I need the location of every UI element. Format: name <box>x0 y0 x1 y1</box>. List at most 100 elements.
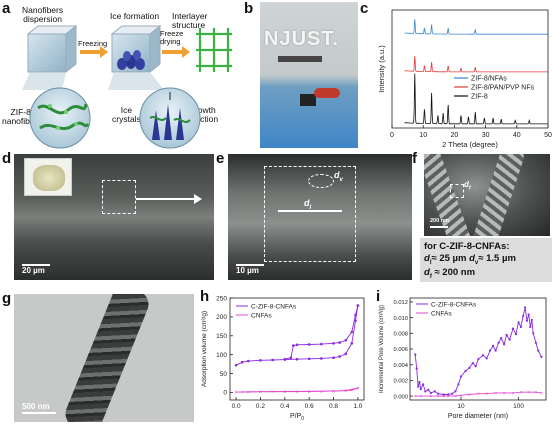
zif-nanofiber-closeup <box>29 87 91 149</box>
pore-point <box>511 327 515 330</box>
isotherm-point: × <box>296 390 299 396</box>
pore-point: × <box>454 394 457 400</box>
scale-label-f: 200 nm <box>430 218 449 224</box>
xrd-series-2 <box>404 73 548 125</box>
pore-point: × <box>460 393 463 399</box>
freezing-arrow-icon <box>80 46 108 58</box>
pore-point: × <box>429 394 432 400</box>
isotherm-point: × <box>308 389 311 395</box>
growth-direction-label: Growth direction <box>186 105 219 124</box>
photo-aerogel-on-flower: NJUST. <box>260 2 358 148</box>
panel-label-a: a <box>2 0 11 17</box>
isotherm-point: × <box>356 386 359 392</box>
panel-label-b: b <box>244 0 254 17</box>
x-tick-label: 50 <box>544 132 552 139</box>
scale-label-g: 500 nm <box>22 402 50 411</box>
pore-point <box>450 392 454 395</box>
x-tick-label: 0.0 <box>232 403 241 410</box>
x-tick-label: 0.8 <box>329 403 338 410</box>
pore-point <box>459 375 463 378</box>
pore-point: × <box>468 393 471 399</box>
isotherm-point <box>350 330 354 334</box>
pore-point <box>436 392 440 395</box>
isotherm-point <box>246 359 250 363</box>
dl-arrow <box>278 210 342 212</box>
pore-point <box>429 391 433 395</box>
isotherm-point <box>344 352 348 356</box>
pore-point <box>494 349 497 352</box>
isotherm-point <box>320 357 323 360</box>
freeze-drying-arrow-icon <box>162 46 190 58</box>
pore-point: × <box>477 392 480 398</box>
pore-point <box>471 362 474 365</box>
pore-point <box>419 387 422 391</box>
pore-point: × <box>414 394 417 400</box>
y-tick-label: 200 <box>216 314 227 321</box>
isotherm-desorption-1 <box>242 387 358 393</box>
arrow-freeze-drying-label: Freeze drying <box>160 29 184 46</box>
y-tick-label: 250 <box>216 295 227 302</box>
pore-point: × <box>442 394 445 400</box>
pore-point <box>414 353 417 356</box>
pore-point <box>523 306 527 309</box>
pore-point <box>530 318 533 322</box>
zoom-box-d <box>102 180 136 214</box>
scale-bar-e <box>236 264 264 266</box>
legend-label-1: CNFAs <box>431 311 452 318</box>
y-axis-label: Intensity (a.u.) <box>377 45 386 93</box>
legend-label-0: C-ZIF-8-CNFAs <box>431 302 477 309</box>
zoom-arrow-icon <box>136 198 198 200</box>
isotherm-point: × <box>332 389 335 395</box>
pore-point <box>491 344 495 347</box>
legend-label-0: C-ZIF-8-CNFAs <box>251 304 297 311</box>
freeze-casting-schematic <box>22 24 232 149</box>
pore-point <box>519 325 523 329</box>
aerogel-photo-inset <box>24 158 72 196</box>
pore-series-0 <box>414 307 542 395</box>
panel-label-c: c <box>360 0 369 17</box>
ice-cube <box>110 24 162 74</box>
pore-point <box>457 383 460 386</box>
legend-label-0: ZIF-8/NFAs <box>471 76 507 83</box>
xrd-series-0 <box>404 19 548 35</box>
x-tick-label: 20 <box>451 132 459 139</box>
isotherm-point: × <box>235 390 238 396</box>
panel-f: df 200 nm <box>424 154 550 236</box>
plot-frame <box>391 9 549 129</box>
isotherm-point: × <box>259 390 262 396</box>
x-tick-label: 0 <box>390 132 394 139</box>
isotherm-point <box>332 356 335 359</box>
isotherm-point <box>354 313 357 317</box>
isotherm-point <box>307 343 311 346</box>
pore-point <box>454 390 457 393</box>
pore-point <box>508 338 511 341</box>
isotherm-point <box>295 343 299 347</box>
ice-crystal-closeup <box>139 87 201 149</box>
isotherm-point: × <box>241 390 244 396</box>
info-title: for C-ZIF-8-CNFAs: <box>424 241 510 252</box>
pore-point <box>418 380 421 384</box>
info-line-1: dl≈ 25 µm dv≈ 1.5 µm <box>424 252 516 266</box>
isotherm-point: × <box>332 389 335 395</box>
y-tick-label: 50 <box>220 371 228 378</box>
pore-point: × <box>494 391 497 397</box>
isotherm-point: × <box>356 386 359 392</box>
pore-series-1 <box>415 391 542 397</box>
pore-point <box>474 365 477 368</box>
pore-point <box>527 313 530 316</box>
panel-d: 20 µm <box>14 154 214 280</box>
x-axis-label: 2 Theta (degree) <box>442 140 498 149</box>
pore-point <box>468 366 471 369</box>
isotherm-point <box>307 357 311 361</box>
pore-point <box>442 393 445 396</box>
y-tick-label: 100 <box>216 352 227 359</box>
isotherm-point <box>338 355 341 358</box>
y-tick-label: 0.012 <box>393 300 408 306</box>
y-tick-label: 0 <box>223 390 227 397</box>
panel-g: 500 nm <box>14 294 194 422</box>
x-tick-label: 30 <box>482 132 490 139</box>
x-tick-label: 100 <box>513 403 524 410</box>
legend-label-2: ZIF-8 <box>471 94 488 101</box>
pore-point: × <box>485 392 488 398</box>
isotherm-point: × <box>344 389 347 395</box>
